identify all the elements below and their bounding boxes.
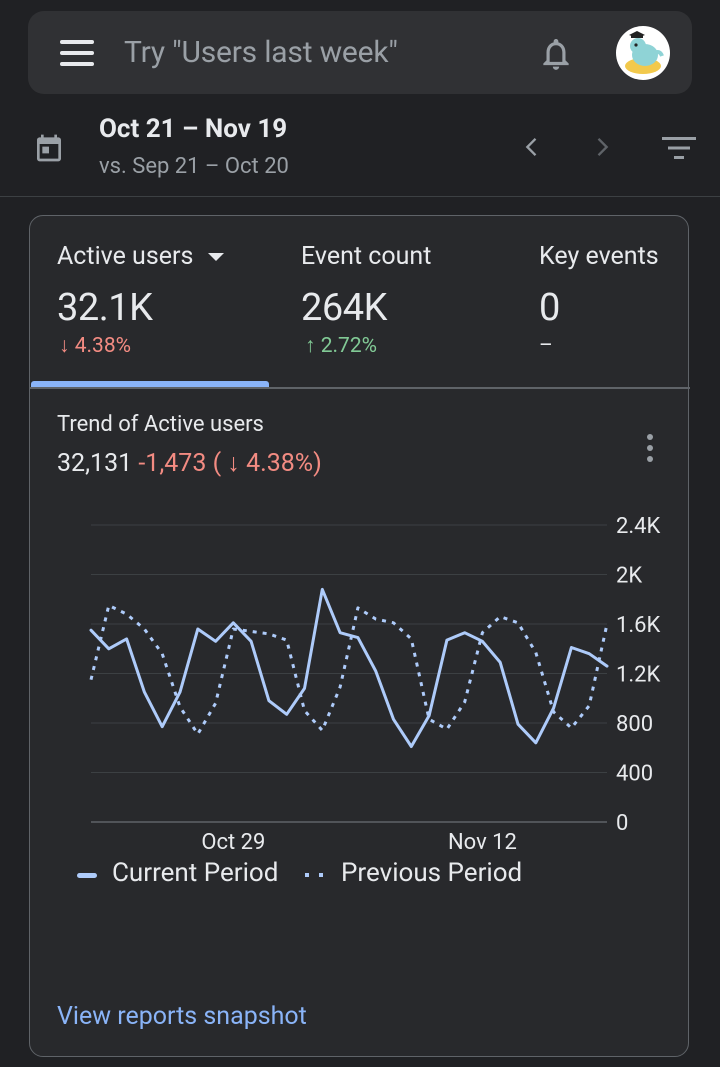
notifications-bell-icon[interactable] [537, 35, 575, 73]
search-bar[interactable] [28, 11, 692, 94]
y-tick-label: 2K [616, 564, 642, 589]
divider [30, 387, 690, 389]
metric-label: Event count [301, 242, 432, 271]
menu-icon[interactable] [60, 40, 94, 66]
metric-label: Active users [57, 242, 194, 271]
y-tick-label: 400 [616, 762, 653, 787]
trend-title: Trend of Active users [57, 412, 264, 437]
metric-tab-key-events[interactable]: Key events [539, 242, 659, 271]
metric-value: 264K [301, 286, 387, 330]
metric-change: ↑ 2.72% [305, 334, 378, 358]
selected-tab-indicator [31, 381, 269, 387]
metric-change: ↓ 4.38% [59, 334, 132, 358]
y-tick-label: 800 [616, 712, 653, 737]
x-tick-label: Nov 12 [448, 830, 517, 855]
metric-tab-event-count[interactable]: Event count [301, 242, 431, 271]
legend-previous-label: Previous Period [341, 858, 523, 888]
series-line-previous-period [89, 603, 609, 736]
date-range[interactable]: Oct 21 – Nov 19 [99, 114, 288, 144]
caret-down-icon[interactable] [206, 251, 226, 263]
trend-delta: -1,473 ( ↓ 4.38%) [138, 449, 322, 478]
legend-current-label: Current Period [112, 858, 279, 888]
y-tick-label: 1.6K [616, 613, 661, 638]
avatar-illustration-icon [625, 31, 664, 74]
filter-icon[interactable] [662, 135, 696, 161]
y-tick-label: 0 [616, 811, 628, 836]
y-tick-label: 2.4K [616, 514, 661, 539]
legend-previous-swatch [305, 873, 323, 877]
y-tick-label: 1.2K [616, 663, 661, 688]
legend-current-swatch [77, 873, 97, 878]
x-tick-label: Oct 29 [201, 830, 265, 855]
metric-label: Key events [539, 242, 659, 271]
series-line-current-period [89, 587, 609, 748]
metric-value: 32.1K [57, 286, 153, 330]
metrics-card [29, 215, 689, 1057]
date-range-header [0, 94, 720, 197]
more-vert-icon[interactable] [640, 432, 660, 466]
search-input[interactable]: Try "Users last week" [124, 35, 398, 70]
calendar-icon[interactable] [33, 131, 65, 165]
chevron-right-icon[interactable] [588, 130, 616, 164]
avatar[interactable] [616, 26, 670, 80]
compare-range: vs. Sep 21 – Oct 20 [99, 154, 289, 179]
trend-summary: 32,131 -1,473 ( ↓ 4.38%) [57, 449, 322, 478]
chevron-left-icon[interactable] [518, 130, 546, 164]
metric-tab-active-users[interactable]: Active users [57, 242, 226, 271]
trend-total: 32,131 [57, 449, 133, 478]
view-reports-snapshot-link[interactable]: View reports snapshot [57, 1002, 307, 1031]
metric-value: 0 [539, 286, 560, 330]
metric-change: – [539, 334, 553, 358]
